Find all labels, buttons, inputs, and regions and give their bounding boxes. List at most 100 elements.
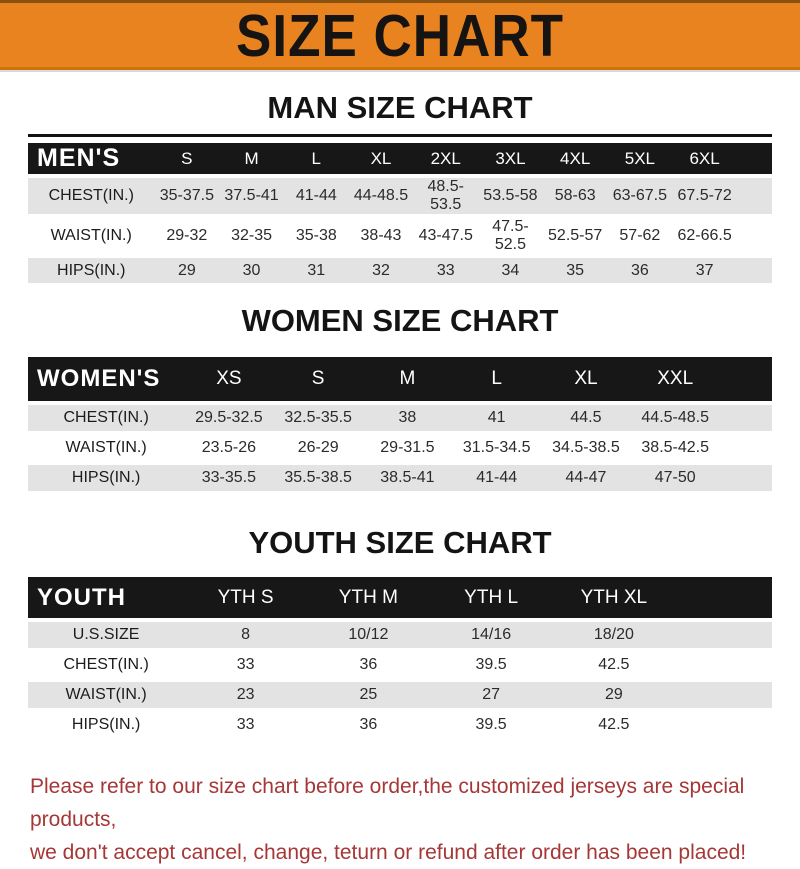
size-value-cell: 47.5-52.5 (478, 218, 543, 254)
banner-title: SIZE CHART (236, 3, 564, 70)
size-value-cell: 25 (306, 682, 430, 708)
table-row: U.S.SIZE 8 10/12 14/16 18/20 (28, 622, 772, 648)
size-value-cell: 48.5-53.5 (413, 178, 479, 214)
size-value-cell: 33 (184, 712, 307, 738)
size-value-cell: 35 (542, 258, 608, 283)
size-value-cell: 38.5-41 (362, 465, 453, 491)
size-value-cell: 32-35 (219, 218, 284, 254)
size-value-cell: 32 (348, 258, 414, 283)
footer-note-line2: we don't accept cancel, change, teturn o… (30, 841, 747, 864)
row-label: WAIST(IN.) (28, 435, 185, 461)
size-value-cell: 44.5-48.5 (630, 405, 720, 431)
size-table-men: MEN'S S M L XL 2XL 3XL 4XL 5XL 6XL CHEST(IN.) 35-37… (28, 139, 772, 287)
size-value-cell: 47-50 (630, 465, 720, 491)
table-row: CHEST(IN.) 35-37.5 37.5-41 41-44 44-48.5 48.5… (28, 178, 772, 214)
size-value-cell: 44.5 (541, 405, 631, 431)
size-column-header: M (219, 143, 284, 174)
size-value-cell: 33 (413, 258, 479, 283)
size-value-cell: 62-66.5 (672, 218, 737, 254)
size-value-cell: 29 (552, 682, 676, 708)
row-spacer (675, 622, 772, 648)
size-value-cell: 23.5-26 (184, 435, 274, 461)
size-column-header: L (283, 143, 349, 174)
size-value-cell: 33 (184, 652, 307, 678)
size-value-cell: 14/16 (429, 622, 553, 648)
table-row: HIPS(IN.) 33 36 39.5 42.5 (28, 712, 772, 738)
size-value-cell: 29-31.5 (362, 435, 453, 461)
size-column-header: YTH XL (552, 577, 676, 618)
size-value-cell: 23 (184, 682, 307, 708)
size-column-header: YTH S (184, 577, 307, 618)
size-value-cell: 58-63 (542, 178, 608, 214)
size-column-header: S (273, 357, 363, 401)
row-label: CHEST(IN.) (28, 652, 185, 678)
row-label: CHEST(IN.) (28, 405, 185, 431)
row-spacer (675, 712, 772, 738)
size-column-header: XL (541, 357, 631, 401)
size-value-cell: 18/20 (552, 622, 676, 648)
size-column-header: 6XL (672, 143, 737, 174)
size-value-cell: 29 (154, 258, 220, 283)
size-value-cell: 37 (672, 258, 737, 283)
size-value-cell: 67.5-72 (672, 178, 737, 214)
row-label: WAIST(IN.) (28, 218, 155, 254)
size-column-header: 2XL (413, 143, 479, 174)
size-value-cell: 53.5-58 (478, 178, 543, 214)
size-value-cell: 39.5 (429, 712, 553, 738)
section-men: MAN SIZE CHART MEN'S S M L XL 2XL 3XL 4XL 5XL 6XL C… (0, 90, 800, 287)
footer-note: Please refer to our size chart before or… (30, 770, 800, 869)
size-value-cell: 27 (429, 682, 553, 708)
row-spacer (719, 405, 772, 431)
section-heading-women: WOMEN SIZE CHART (241, 303, 559, 338)
size-column-header: XL (348, 143, 414, 174)
row-label: HIPS(IN.) (28, 712, 185, 738)
table-row: CHEST(IN.) 29.5-32.5 32.5-35.5 38 41 44.5 44.5… (28, 405, 772, 431)
size-value-cell: 36 (306, 652, 430, 678)
size-column-header: L (452, 357, 542, 401)
size-column-header: 4XL (542, 143, 608, 174)
size-value-cell: 52.5-57 (542, 218, 608, 254)
size-value-cell: 44-47 (541, 465, 631, 491)
row-spacer (719, 465, 772, 491)
size-value-cell: 38.5-42.5 (630, 435, 720, 461)
size-value-cell: 30 (219, 258, 284, 283)
size-value-cell: 33-35.5 (184, 465, 274, 491)
size-value-cell: 42.5 (552, 652, 676, 678)
table-header-label: MEN'S (28, 143, 155, 174)
size-column-header: 3XL (478, 143, 543, 174)
size-value-cell: 41-44 (452, 465, 542, 491)
size-value-cell: 63-67.5 (607, 178, 673, 214)
size-value-cell: 29-32 (154, 218, 220, 254)
size-column-header: XXL (630, 357, 720, 401)
size-value-cell: 37.5-41 (219, 178, 284, 214)
size-value-cell: 10/12 (306, 622, 430, 648)
table-row: WAIST(IN.) 29-32 32-35 35-38 38-43 43-47.5 47.… (28, 218, 772, 254)
table-row: WAIST(IN.) 23.5-26 26-29 29-31.5 31.5-34.5 34… (28, 435, 772, 461)
table-header-label: WOMEN'S (28, 357, 185, 401)
row-label: HIPS(IN.) (28, 258, 155, 283)
size-value-cell: 34.5-38.5 (541, 435, 631, 461)
table-row: HIPS(IN.) 29 30 31 32 33 34 35 36 37 (28, 258, 772, 283)
row-spacer (675, 652, 772, 678)
row-spacer (736, 218, 772, 254)
table-header-label: YOUTH (28, 577, 185, 618)
size-value-cell: 38-43 (348, 218, 414, 254)
section-women: WOMEN SIZE CHART WOMEN'S XS S M L XL XXL CHEST(I… (0, 303, 800, 495)
table-row: HIPS(IN.) 33-35.5 35.5-38.5 38.5-41 41-44 44-… (28, 465, 772, 491)
row-label: HIPS(IN.) (28, 465, 185, 491)
size-column-header: YTH L (429, 577, 553, 618)
size-column-header: M (362, 357, 453, 401)
size-value-cell: 36 (306, 712, 430, 738)
size-chart-banner: SIZE CHART (0, 0, 800, 70)
table-row: CHEST(IN.) 33 36 39.5 42.5 (28, 652, 772, 678)
size-value-cell: 35.5-38.5 (273, 465, 363, 491)
table-top-rule (28, 134, 772, 137)
row-spacer (675, 682, 772, 708)
row-label: WAIST(IN.) (28, 682, 185, 708)
footer-note-line1: Please refer to our size chart before or… (30, 775, 745, 831)
section-heading-youth: YOUTH SIZE CHART (248, 525, 552, 560)
size-table-women: WOMEN'S XS S M L XL XXL CHEST(IN.) 29.5-32.5 32.5… (28, 353, 772, 495)
size-value-cell: 42.5 (552, 712, 676, 738)
size-value-cell: 35-38 (283, 218, 349, 254)
row-label: U.S.SIZE (28, 622, 185, 648)
